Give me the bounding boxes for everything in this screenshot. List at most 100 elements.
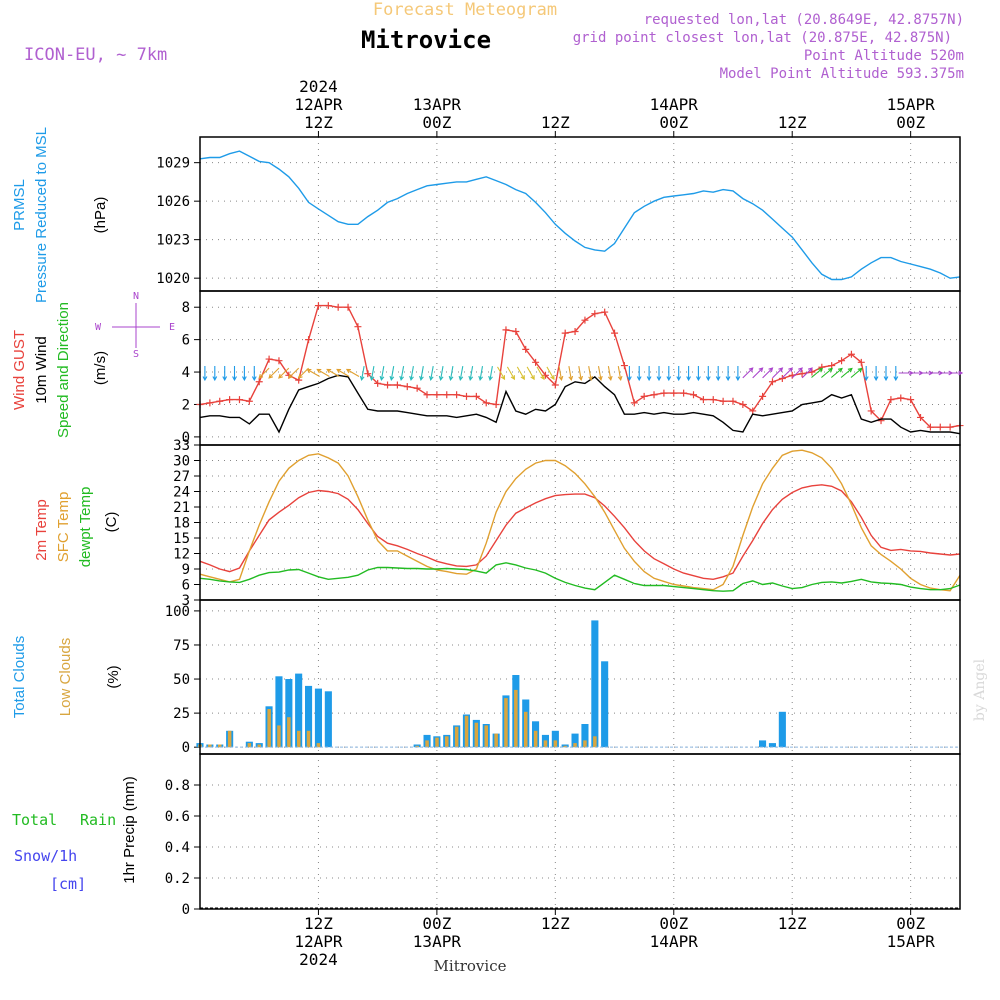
gust-point-8 bbox=[275, 357, 283, 365]
compass-w: W bbox=[95, 322, 102, 333]
gust-point-17 bbox=[364, 370, 372, 378]
temperature-series-0 bbox=[199, 484, 961, 581]
wind-arrow-50 bbox=[696, 366, 701, 382]
gust-point-69 bbox=[877, 417, 885, 425]
pressure-ytick-label-2: 1026 bbox=[156, 194, 190, 210]
wind-arrow-29 bbox=[488, 366, 493, 382]
precip-frame bbox=[199, 753, 961, 910]
clouds-bar-1-1 bbox=[208, 744, 212, 748]
wind-arrow-55 bbox=[742, 367, 754, 379]
pressure-ytick-label-0: 1020 bbox=[156, 271, 190, 287]
temperature-ytick-label-3: 12 bbox=[173, 547, 190, 563]
temp-unit: (C) bbox=[103, 512, 120, 533]
clouds-bar-1-8 bbox=[277, 725, 281, 748]
gust-label: Wind GUST bbox=[11, 330, 28, 410]
wind-arrow-28 bbox=[478, 366, 484, 382]
gust-point-34 bbox=[532, 358, 540, 366]
clouds-bar-1-25 bbox=[445, 736, 449, 748]
gust-point-56 bbox=[749, 407, 757, 415]
gust-point-65 bbox=[838, 357, 846, 365]
gust-point-25 bbox=[443, 391, 451, 399]
gust-point-68 bbox=[867, 407, 875, 415]
clouds-bar-0-57 bbox=[759, 740, 767, 748]
gust-point-14 bbox=[334, 303, 342, 311]
gust-point-23 bbox=[423, 391, 431, 399]
gust-point-20 bbox=[393, 381, 401, 389]
wind-arrow-44 bbox=[636, 366, 642, 382]
precip-cm-label: [cm] bbox=[50, 875, 86, 893]
wind-arrow-45 bbox=[646, 366, 652, 382]
clouds-bar-1-29 bbox=[484, 725, 488, 748]
gust-point-18 bbox=[374, 379, 382, 387]
wind-arrow-31 bbox=[506, 366, 515, 381]
wind-arrow-54 bbox=[735, 366, 741, 382]
temperature-ytick-label-6: 21 bbox=[173, 500, 190, 516]
wind-ytick-label-4: 8 bbox=[182, 300, 190, 316]
gust-point-50 bbox=[690, 391, 698, 399]
wind-ytick-label-1: 2 bbox=[182, 397, 190, 413]
clouds-ytick-label-1: 25 bbox=[173, 706, 190, 722]
clouds-unit: (%) bbox=[105, 665, 122, 688]
clouds-bar-1-12 bbox=[316, 743, 321, 748]
clouds-bar-0-12 bbox=[314, 688, 322, 748]
gust-point-73 bbox=[917, 413, 925, 421]
clouds-bar-0-40 bbox=[591, 620, 599, 748]
clouds-bar-0-41 bbox=[601, 661, 609, 748]
temperature-ytick-label-9: 30 bbox=[173, 454, 190, 470]
wind-arrow-60 bbox=[791, 367, 803, 379]
wind-arrow-16 bbox=[359, 366, 365, 382]
wind-ytick-label-0: 0 bbox=[182, 430, 190, 446]
clouds-bar-1-3 bbox=[227, 730, 232, 748]
clouds-bar-0-10 bbox=[295, 673, 303, 748]
gust-point-27 bbox=[462, 392, 470, 400]
gust-point-21 bbox=[403, 383, 411, 391]
wind-arrow-14 bbox=[336, 368, 350, 377]
gust-point-74 bbox=[926, 423, 934, 431]
wind-arrow-8 bbox=[278, 367, 290, 379]
gust-point-43 bbox=[620, 362, 628, 370]
wind-arrow-2 bbox=[222, 366, 228, 382]
gust-point-12 bbox=[314, 302, 322, 310]
gust-point-19 bbox=[384, 381, 392, 389]
wind-arrow-34 bbox=[536, 366, 545, 381]
temperature-ytick-label-4: 15 bbox=[173, 531, 190, 547]
wind-arrow-39 bbox=[588, 366, 593, 382]
wind-arrow-52 bbox=[715, 366, 721, 382]
gust-point-26 bbox=[453, 391, 461, 399]
pressure-ytick-label-3: 1029 bbox=[156, 156, 190, 172]
prmsl-long-label: Pressure Reduced to MSL bbox=[33, 127, 50, 303]
wind-arrow-65 bbox=[840, 367, 853, 378]
wind-arrow-47 bbox=[666, 366, 672, 382]
gust-point-46 bbox=[650, 391, 658, 399]
gust-point-11 bbox=[305, 336, 313, 344]
gust-point-13 bbox=[324, 302, 332, 310]
temperature-ytick-label-2: 9 bbox=[182, 562, 190, 578]
clouds-bar-1-32 bbox=[514, 689, 518, 748]
wind-arrow-12 bbox=[316, 368, 330, 377]
gust-point-38 bbox=[571, 328, 579, 336]
bottom-axis-hour-3: 00Z bbox=[659, 914, 688, 933]
gust-point-32 bbox=[512, 328, 520, 336]
gust-point-33 bbox=[522, 345, 530, 353]
gust-point-39 bbox=[581, 316, 589, 324]
clouds-bar-1-28 bbox=[474, 722, 479, 748]
precip-snow-label: Snow/1h bbox=[14, 847, 77, 865]
wind-arrow-24 bbox=[438, 366, 444, 382]
direction-label: Speed and Direction bbox=[55, 302, 72, 438]
temperature-ytick-label-8: 27 bbox=[173, 469, 190, 485]
gust-point-44 bbox=[630, 399, 638, 407]
gust-point-71 bbox=[897, 394, 905, 402]
wind-arrow-26 bbox=[458, 366, 464, 382]
wind-arrow-69 bbox=[883, 366, 889, 382]
location-title: Mitrovice bbox=[361, 26, 491, 54]
precip-rain-label: Rain bbox=[80, 811, 116, 829]
clouds-bar-1-11 bbox=[306, 730, 311, 748]
wind-arrow-11 bbox=[306, 368, 320, 377]
gust-point-3 bbox=[226, 396, 234, 404]
wind-arrow-63 bbox=[821, 367, 833, 378]
wind-arrow-13 bbox=[326, 368, 340, 377]
top-axis-date-5: 15APR bbox=[887, 95, 936, 114]
clouds-panel: 0 25 50 75 100 bbox=[165, 599, 961, 756]
